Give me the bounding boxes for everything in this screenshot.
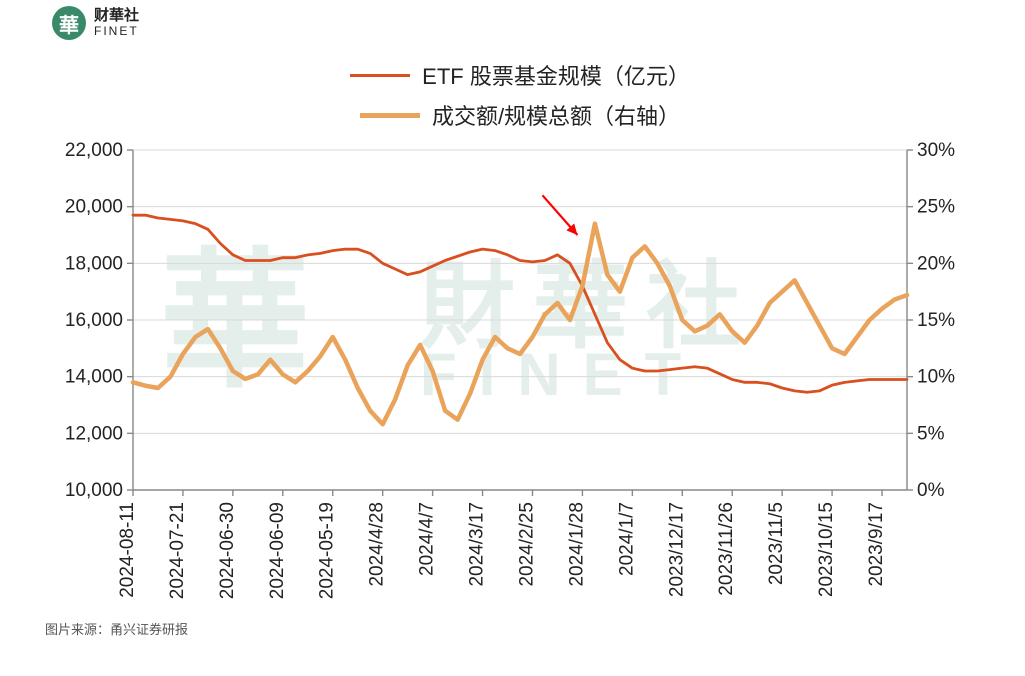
legend-label-1: 成交额/规模总额（右轴）	[432, 99, 680, 131]
legend-label-0: ETF 股票基金规模（亿元）	[422, 59, 690, 91]
svg-text:22,000: 22,000	[65, 140, 123, 161]
brand-text: 财華社 FINET	[94, 8, 139, 38]
svg-text:10,000: 10,000	[65, 480, 123, 501]
series-etf-scale	[133, 215, 907, 392]
legend-swatch-1	[360, 113, 420, 118]
svg-text:2024-05-19: 2024-05-19	[317, 502, 338, 599]
brand-name-cn: 财華社	[94, 8, 139, 25]
svg-text:2023/10/15: 2023/10/15	[816, 502, 837, 597]
svg-text:2023/12/17: 2023/12/17	[666, 502, 687, 597]
svg-text:30%: 30%	[917, 140, 955, 161]
source-line: 图片来源：甬兴证券研报	[45, 619, 188, 638]
svg-text:10%: 10%	[917, 367, 955, 388]
svg-text:25%: 25%	[917, 197, 955, 218]
svg-text:2024/1/28: 2024/1/28	[566, 502, 587, 587]
svg-text:20%: 20%	[917, 253, 955, 274]
svg-text:0%: 0%	[917, 480, 945, 501]
svg-text:15%: 15%	[917, 310, 955, 331]
svg-text:2024-06-30: 2024-06-30	[217, 502, 238, 599]
legend-item-1: 成交额/规模总额（右轴）	[360, 99, 680, 131]
svg-text:2024-08-11: 2024-08-11	[117, 502, 138, 598]
svg-text:2024/1/7: 2024/1/7	[616, 502, 637, 576]
svg-text:2024/2/25: 2024/2/25	[516, 502, 537, 587]
svg-text:18,000: 18,000	[65, 253, 123, 274]
svg-text:14,000: 14,000	[65, 367, 123, 388]
svg-text:2023/11/26: 2023/11/26	[716, 502, 737, 596]
chart-container: ETF 股票基金规模（亿元） 成交额/规模总额（右轴） 10,000 12,000…	[55, 55, 985, 610]
svg-text:2023/9/17: 2023/9/17	[866, 502, 887, 587]
svg-text:2023/11/5: 2023/11/5	[766, 502, 787, 585]
brand-name-en: FINET	[94, 25, 139, 38]
svg-text:16,000: 16,000	[65, 310, 123, 331]
svg-text:2024-06-09: 2024-06-09	[267, 502, 288, 599]
legend-swatch-0	[350, 74, 410, 77]
svg-text:2024-07-21: 2024-07-21	[167, 502, 188, 599]
series-turnover-ratio	[133, 224, 907, 425]
svg-text:2024/4/7: 2024/4/7	[417, 502, 438, 576]
svg-text:5%: 5%	[917, 423, 945, 444]
svg-text:12,000: 12,000	[65, 423, 123, 444]
legend-item-0: ETF 股票基金规模（亿元）	[350, 59, 690, 91]
svg-text:2024/3/17: 2024/3/17	[467, 502, 488, 587]
brand-logo: 華 财華社 FINET	[52, 6, 139, 40]
svg-text:2024/4/28: 2024/4/28	[367, 502, 388, 587]
chart-legend: ETF 股票基金规模（亿元） 成交额/规模总额（右轴）	[55, 55, 985, 135]
svg-text:20,000: 20,000	[65, 197, 123, 218]
brand-mark: 華	[52, 6, 86, 40]
chart-svg: 10,000 12,000 14,000 16,000 18,000 20,000 22,0…	[55, 55, 985, 610]
